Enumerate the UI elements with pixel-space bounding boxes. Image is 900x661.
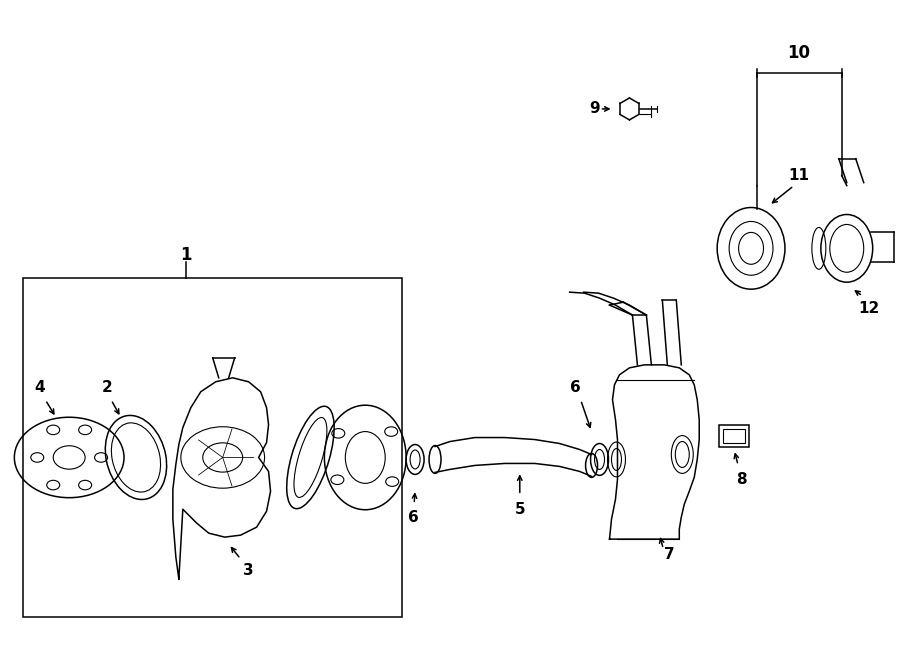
Bar bbox=[724, 428, 745, 442]
Bar bbox=[719, 424, 749, 447]
Text: 1: 1 bbox=[180, 247, 192, 264]
Text: 11: 11 bbox=[788, 168, 809, 183]
Text: 2: 2 bbox=[102, 380, 112, 395]
Bar bbox=[23, 278, 402, 617]
Text: 10: 10 bbox=[788, 44, 810, 62]
Text: 8: 8 bbox=[736, 472, 746, 487]
Text: 4: 4 bbox=[34, 380, 45, 395]
Text: 3: 3 bbox=[243, 563, 254, 578]
Text: 7: 7 bbox=[664, 547, 675, 562]
Text: 12: 12 bbox=[858, 301, 879, 315]
Text: 6: 6 bbox=[408, 510, 418, 525]
Text: 5: 5 bbox=[515, 502, 525, 517]
Text: 9: 9 bbox=[590, 101, 600, 116]
Text: 6: 6 bbox=[571, 380, 581, 395]
